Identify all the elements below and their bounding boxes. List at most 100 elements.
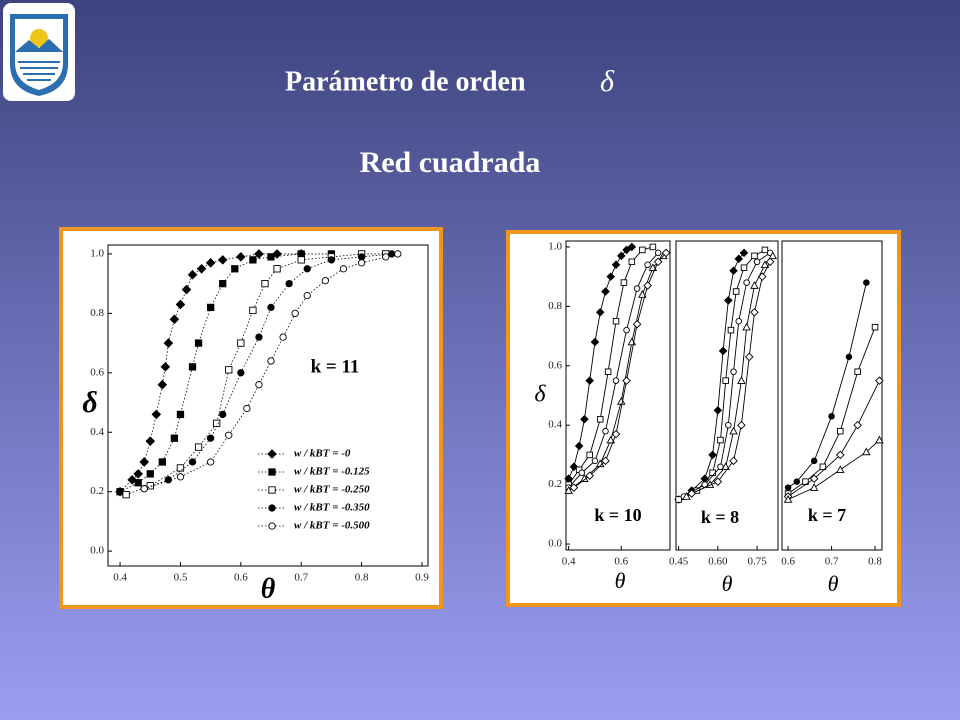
logo bbox=[3, 3, 75, 101]
marker bbox=[654, 249, 662, 257]
annotation: k = 11 bbox=[311, 356, 360, 377]
marker bbox=[145, 436, 156, 446]
marker bbox=[188, 458, 197, 466]
subtitle: Red cuadrada bbox=[360, 146, 541, 179]
y-tick-label: 0.4 bbox=[90, 426, 104, 438]
marker bbox=[783, 495, 793, 503]
marker bbox=[279, 333, 287, 341]
marker bbox=[122, 491, 130, 499]
marker bbox=[596, 416, 604, 423]
marker bbox=[249, 256, 257, 264]
legend-label: w / kBT = -0 bbox=[294, 448, 351, 460]
marker bbox=[612, 317, 620, 325]
y-tick-label: 0.8 bbox=[90, 307, 104, 319]
marker bbox=[632, 319, 642, 329]
marker bbox=[564, 486, 573, 494]
legend-marker bbox=[268, 504, 276, 512]
marker bbox=[146, 482, 154, 490]
marker bbox=[760, 260, 770, 269]
marker bbox=[225, 431, 233, 439]
marker bbox=[243, 404, 251, 413]
y-tick-label: 1.0 bbox=[548, 240, 562, 252]
plot: 0.4 0.5 0.6 0.7 0.8 0.9 0.0 0.2 0.4 0.6 0.8 1.0 k = … bbox=[82, 244, 429, 604]
marker bbox=[181, 284, 192, 295]
marker bbox=[611, 429, 621, 439]
marker bbox=[758, 272, 767, 281]
marker bbox=[595, 308, 605, 317]
x-tick-label: 0.45 bbox=[669, 556, 689, 568]
marker bbox=[569, 483, 579, 492]
y-tick-label: 0.8 bbox=[548, 300, 562, 312]
marker bbox=[194, 443, 203, 451]
marker bbox=[750, 308, 759, 317]
marker bbox=[627, 242, 637, 252]
y-tick-label: 0.6 bbox=[90, 366, 104, 378]
x-tick-label: 0.7 bbox=[294, 572, 308, 584]
marker bbox=[176, 464, 185, 472]
marker bbox=[737, 376, 746, 384]
marker bbox=[617, 397, 626, 405]
plot: 0.6 0.7 0.8 k = 7 θ bbox=[781, 240, 884, 596]
marker bbox=[569, 462, 579, 472]
marker bbox=[744, 352, 754, 362]
marker bbox=[617, 251, 626, 261]
x-tick-label: 0.9 bbox=[415, 572, 429, 584]
marker bbox=[604, 368, 612, 375]
marker bbox=[875, 376, 884, 385]
marker bbox=[724, 296, 733, 305]
legend-marker bbox=[267, 449, 277, 459]
x-tick-label: 0.4 bbox=[562, 556, 576, 568]
right-figure-frame bbox=[506, 230, 901, 607]
x-axis-label: θ bbox=[828, 571, 839, 596]
marker bbox=[727, 326, 735, 334]
marker bbox=[638, 290, 647, 298]
y-tick-label: 0.2 bbox=[548, 478, 562, 490]
marker bbox=[718, 346, 728, 356]
marker bbox=[254, 249, 264, 259]
marker bbox=[327, 256, 336, 264]
marker bbox=[219, 410, 227, 419]
legend-label: w / kBT = -0.500 bbox=[294, 520, 370, 532]
marker bbox=[591, 457, 599, 465]
y-tick-label: 1.0 bbox=[90, 247, 104, 259]
marker bbox=[255, 333, 263, 341]
legend-label: w / kBT = -0.250 bbox=[294, 484, 370, 496]
plot-frame bbox=[565, 240, 671, 551]
marker bbox=[601, 456, 610, 466]
marker bbox=[735, 317, 743, 325]
series-line bbox=[125, 253, 386, 496]
marker bbox=[742, 322, 751, 331]
plot-frame bbox=[107, 244, 429, 567]
marker bbox=[845, 353, 853, 361]
marker bbox=[273, 265, 281, 273]
marker bbox=[585, 376, 594, 385]
x-tick-label: 0.75 bbox=[747, 556, 767, 568]
marker bbox=[717, 436, 724, 444]
marker bbox=[622, 376, 631, 385]
legend-label: w / kBT = -0.125 bbox=[294, 466, 370, 478]
y-tick-label: 0.0 bbox=[90, 545, 104, 557]
marker bbox=[151, 409, 162, 420]
title-symbol: δ bbox=[600, 65, 615, 98]
marker bbox=[127, 475, 137, 485]
marker bbox=[169, 314, 180, 325]
marker bbox=[612, 377, 620, 384]
marker bbox=[285, 279, 293, 288]
marker bbox=[729, 426, 738, 435]
x-tick-label: 0.7 bbox=[825, 556, 839, 568]
series-line bbox=[678, 252, 745, 500]
marker bbox=[206, 303, 215, 312]
marker bbox=[590, 337, 600, 347]
marker bbox=[819, 463, 827, 471]
marker bbox=[653, 257, 663, 267]
marker bbox=[739, 248, 749, 258]
marker bbox=[682, 492, 691, 500]
marker bbox=[272, 249, 282, 259]
marker bbox=[231, 265, 239, 273]
marker bbox=[871, 323, 879, 331]
marker bbox=[160, 362, 171, 372]
marker bbox=[357, 253, 366, 261]
marker bbox=[140, 485, 148, 493]
